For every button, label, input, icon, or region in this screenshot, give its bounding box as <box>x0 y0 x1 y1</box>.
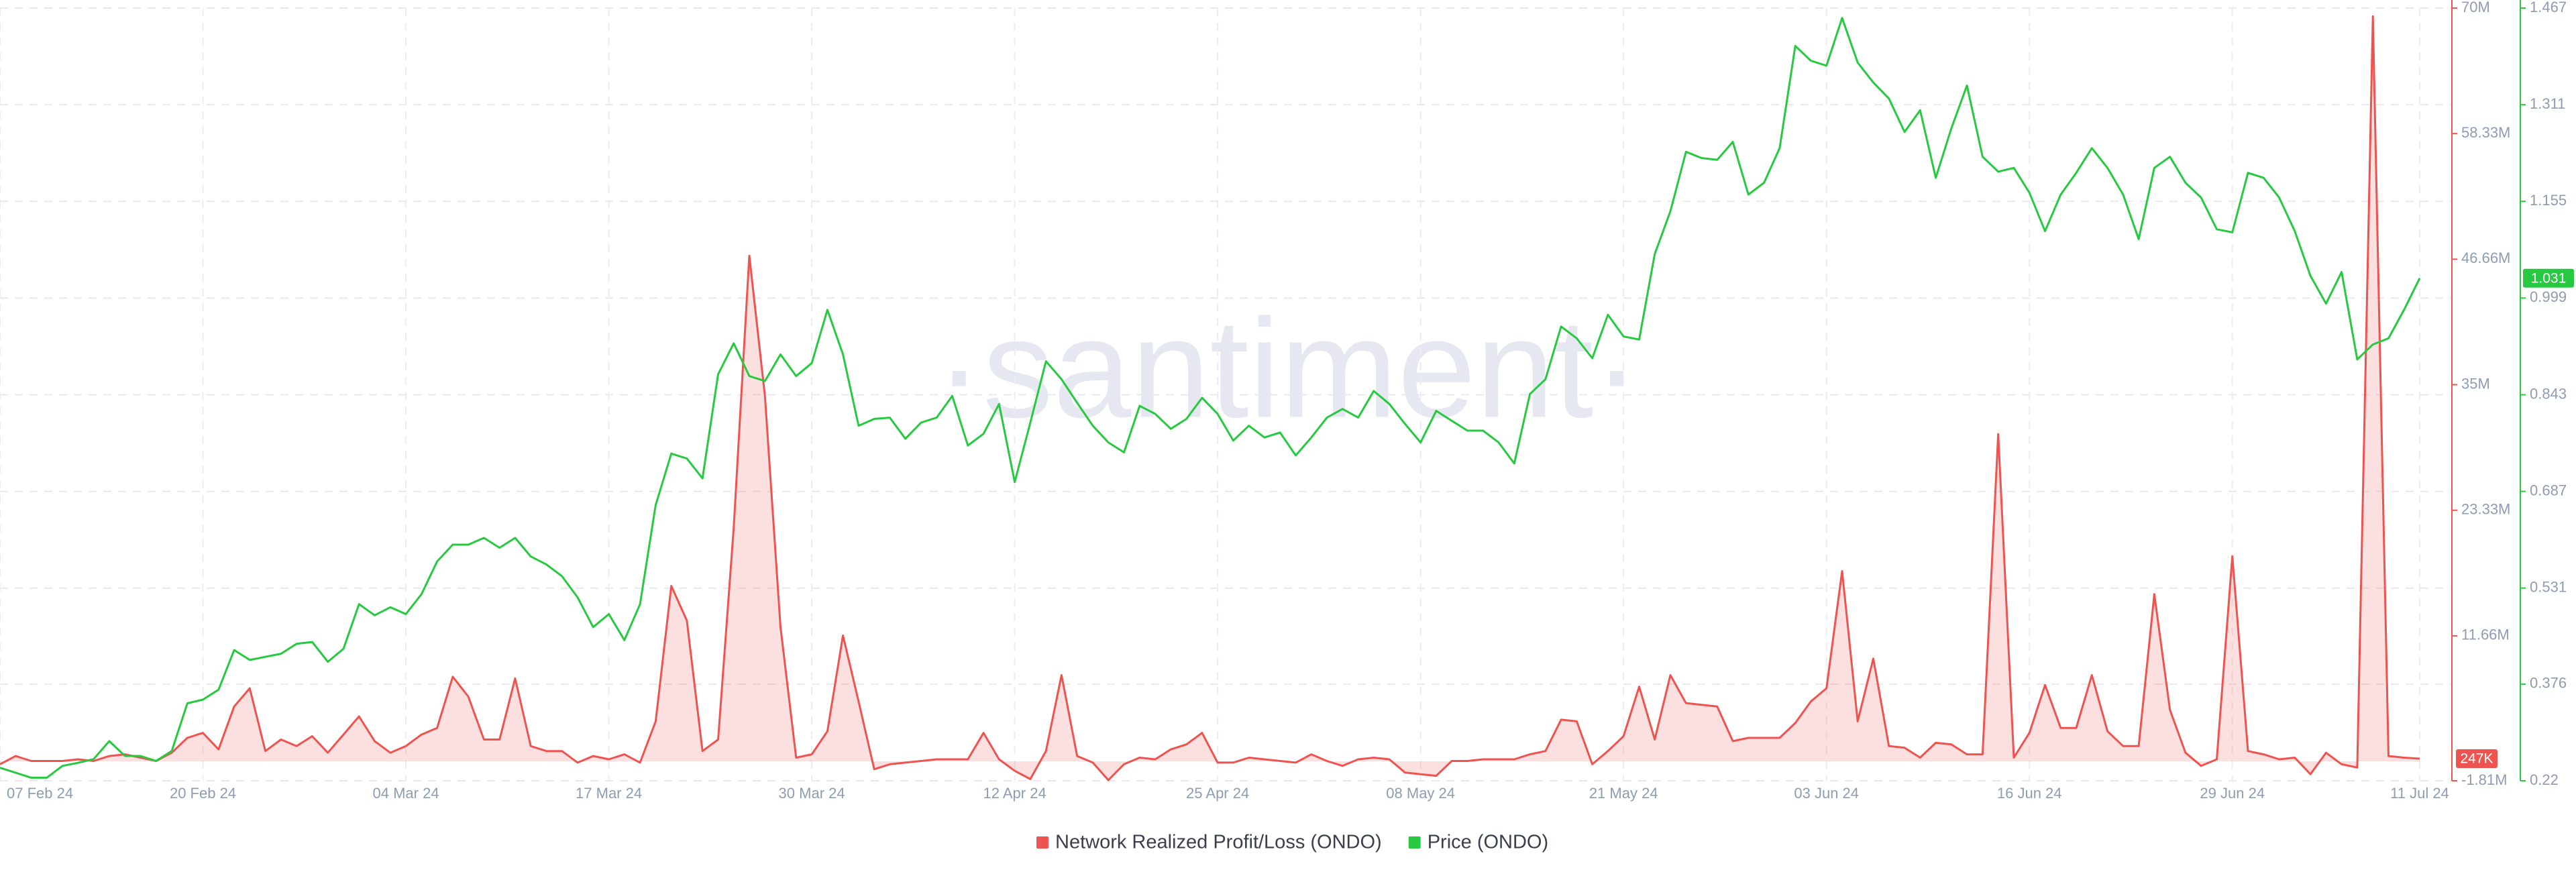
y2-tick-label: 0.843 <box>2530 385 2567 402</box>
value-badge <box>2456 749 2498 769</box>
x-tick-label: 07 Feb 24 <box>7 785 73 802</box>
y2-tick-label: 1.311 <box>2530 95 2565 112</box>
y-tick-label: 58.33M <box>2461 124 2510 141</box>
x-tick-label: 16 Jun 24 <box>1997 785 2062 802</box>
y2-tick-label: 0.376 <box>2530 675 2567 692</box>
value-badge <box>2523 268 2574 288</box>
y-tick-label: 70M <box>2461 0 2490 15</box>
legend-swatch <box>1036 836 1049 849</box>
value-badge-label: 247K <box>2460 751 2493 767</box>
y-tick-label: -1.81M <box>2461 771 2507 788</box>
x-tick-label: 25 Apr 24 <box>1186 785 1249 802</box>
x-tick-label: 08 May 24 <box>1386 785 1455 802</box>
y2-tick-label: 0.999 <box>2530 288 2567 305</box>
x-tick-label: 21 May 24 <box>1589 785 1658 802</box>
x-tick-label: 12 Apr 24 <box>983 785 1046 802</box>
y2-tick-label: 1.467 <box>2530 0 2567 15</box>
legend-label: Network Realized Profit/Loss (ONDO) <box>1055 832 1382 853</box>
x-tick-label: 29 Jun 24 <box>2200 785 2265 802</box>
x-tick-label: 20 Feb 24 <box>170 785 236 802</box>
value-badge-label: 1.031 <box>2531 270 2567 286</box>
x-tick-label: 04 Mar 24 <box>373 785 439 802</box>
y-tick-label: 35M <box>2461 375 2490 392</box>
legend-label: Price (ONDO) <box>1428 832 1548 853</box>
watermark: ·santiment· <box>936 289 1640 447</box>
y-tick-label: 11.66M <box>2461 626 2510 643</box>
y2-tick-label: 1.155 <box>2530 192 2567 209</box>
area <box>0 16 2420 780</box>
y2-tick-label: 0.687 <box>2530 482 2567 498</box>
x-tick-label: 11 Jul 24 <box>2390 785 2449 802</box>
y-tick-label: 46.66M <box>2461 250 2510 266</box>
x-tick-label: 03 Jun 24 <box>1794 785 1859 802</box>
line <box>0 17 2421 779</box>
x-tick-label: 30 Mar 24 <box>779 785 845 802</box>
line <box>0 15 2420 781</box>
y2-tick-label: 0.531 <box>2530 579 2567 596</box>
legend-swatch <box>1408 836 1421 849</box>
x-tick-label: 17 Mar 24 <box>576 785 642 802</box>
y2-tick-label: 0.22 <box>2530 771 2559 788</box>
y-tick-label: 23.33M <box>2461 501 2510 518</box>
